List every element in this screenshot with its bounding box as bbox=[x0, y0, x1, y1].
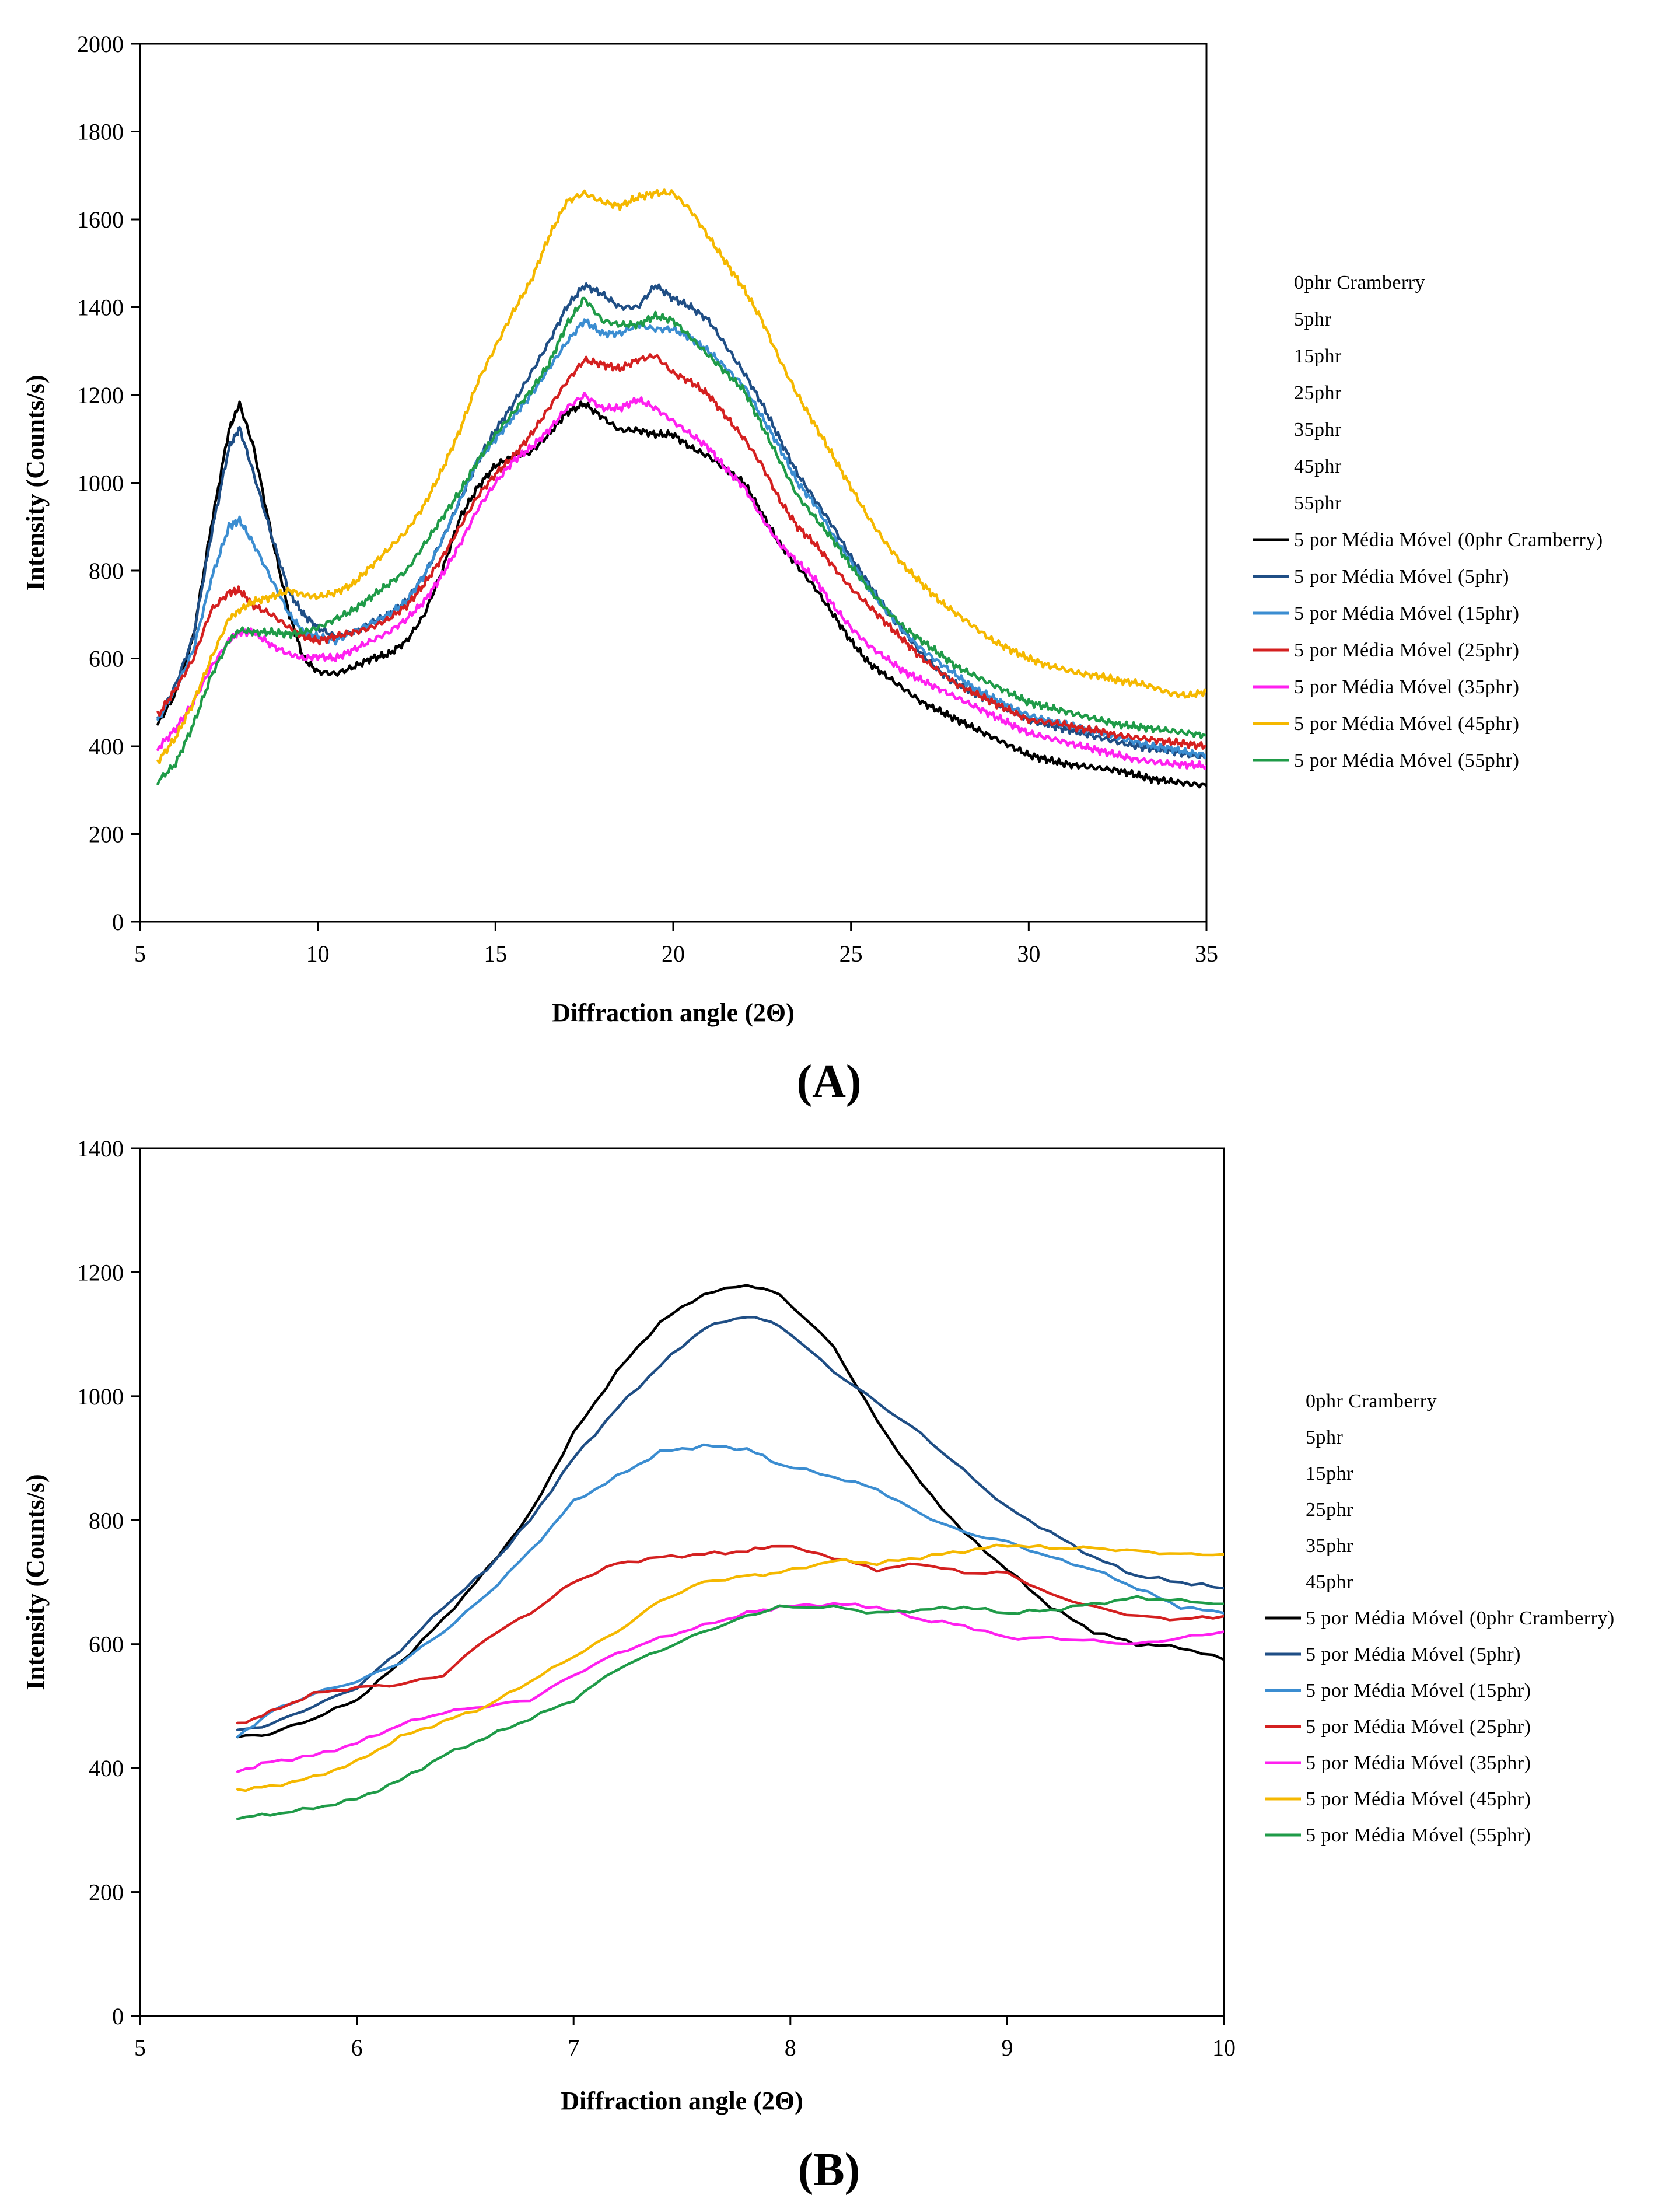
x-tick-label: 5 bbox=[134, 941, 146, 967]
legend: 0phr Cramberry 5phr 15phr 25phr 35phr 45phr 5 … bbox=[1265, 1390, 1615, 1846]
series-line-0 bbox=[156, 400, 1206, 789]
x-tick-label: 10 bbox=[1212, 2035, 1236, 2061]
y-tick-label: 1400 bbox=[77, 295, 124, 321]
series-line-3 bbox=[156, 353, 1206, 750]
x-tick-label: 10 bbox=[306, 941, 330, 967]
series-line-6 bbox=[236, 1595, 1224, 1820]
legend-series-label: 5 por Média Móvel (55phr) bbox=[1294, 750, 1519, 771]
legend-entry-label: 45phr bbox=[1294, 456, 1342, 477]
series-group bbox=[156, 188, 1206, 789]
legend-series-label: 5 por Média Móvel (15phr) bbox=[1306, 1680, 1531, 1701]
x-tick-label: 5 bbox=[134, 2035, 146, 2061]
y-tick-label: 800 bbox=[89, 1507, 124, 1533]
legend-series-label: 5 por Média Móvel (35phr) bbox=[1306, 1752, 1531, 1774]
series-line-4 bbox=[156, 392, 1206, 770]
y-tick-label: 1400 bbox=[77, 1135, 124, 1162]
series-line-1 bbox=[236, 1316, 1224, 1731]
series-line-1 bbox=[156, 282, 1206, 760]
series-group bbox=[236, 1284, 1224, 1820]
chart-a: 0 200 400 600 800 1000 1200 1400 1600 1800 2000 5 10… bbox=[21, 31, 1603, 1107]
x-tick-label: 25 bbox=[840, 941, 863, 967]
series-line-2 bbox=[236, 1443, 1224, 1738]
series-line-5 bbox=[156, 188, 1206, 764]
panel-label: (B) bbox=[798, 2144, 861, 2196]
legend-series-label: 5 por Média Móvel (0phr Cramberry) bbox=[1294, 529, 1603, 551]
legend-entry-label: 5phr bbox=[1306, 1427, 1344, 1448]
series-line-2 bbox=[156, 318, 1206, 759]
legend-entry-label: 35phr bbox=[1294, 419, 1342, 441]
legend-series-label: 5 por Média Móvel (5phr) bbox=[1306, 1644, 1521, 1665]
x-tick-label: 35 bbox=[1195, 941, 1218, 967]
legend-entry-label: 35phr bbox=[1306, 1535, 1353, 1557]
y-tick-label: 0 bbox=[112, 2003, 124, 2029]
legend-series-label: 5 por Média Móvel (5phr) bbox=[1294, 566, 1509, 588]
legend-series-label: 5 por Média Móvel (25phr) bbox=[1294, 640, 1519, 661]
y-tick-label: 200 bbox=[89, 1879, 124, 1906]
x-tick-label: 8 bbox=[785, 2035, 796, 2061]
x-tick-label: 15 bbox=[484, 941, 507, 967]
y-tick-label: 200 bbox=[89, 822, 124, 848]
legend-entry-label: 55phr bbox=[1294, 492, 1342, 514]
y-tick-label: 0 bbox=[112, 909, 124, 935]
legend-entry-label: 0phr Cramberry bbox=[1306, 1390, 1437, 1412]
y-tick-label: 1600 bbox=[77, 207, 124, 233]
legend: 0phr Cramberry 5phr 15phr 25phr 35phr 45phr 55… bbox=[1253, 272, 1603, 771]
legend-series-label: 5 por Média Móvel (15phr) bbox=[1294, 603, 1519, 624]
y-tick-label: 2000 bbox=[77, 31, 124, 57]
legend-entry-label: 0phr Cramberry bbox=[1294, 272, 1425, 293]
y-tick-label: 1200 bbox=[77, 1259, 124, 1285]
y-tick-label: 600 bbox=[89, 1631, 124, 1658]
y-tick-label: 400 bbox=[89, 1755, 124, 1781]
legend-series-label: 5 por Média Móvel (45phr) bbox=[1294, 713, 1519, 735]
y-axis-title: Intensity (Counts/s) bbox=[21, 375, 50, 590]
plot-area-frame bbox=[139, 43, 1208, 923]
legend-series-label: 5 por Média Móvel (55phr) bbox=[1306, 1825, 1531, 1846]
y-tick-label: 1000 bbox=[77, 470, 124, 497]
x-axis-title: Diffraction angle (2Θ) bbox=[552, 998, 794, 1027]
x-tick-label: 9 bbox=[1001, 2035, 1013, 2061]
x-tick-label: 6 bbox=[351, 2035, 363, 2061]
y-tick-label: 800 bbox=[89, 558, 124, 584]
y-tick-label: 1200 bbox=[77, 382, 124, 408]
y-tick-label: 1000 bbox=[77, 1383, 124, 1410]
legend-entry-label: 25phr bbox=[1306, 1499, 1353, 1521]
series-line-4 bbox=[236, 1602, 1224, 1773]
legend-series-label: 5 por Média Móvel (35phr) bbox=[1294, 676, 1519, 698]
y-axis-title: Intensity (Counts/s) bbox=[21, 1474, 50, 1690]
x-tick-label: 30 bbox=[1017, 941, 1040, 967]
x-tick-label: 20 bbox=[662, 941, 685, 967]
y-tick-label: 600 bbox=[89, 646, 124, 672]
legend-entry-label: 15phr bbox=[1306, 1463, 1353, 1484]
x-axis-title: Diffraction angle (2Θ) bbox=[561, 2087, 803, 2115]
legend-entry-label: 25phr bbox=[1294, 382, 1342, 404]
y-tick-label: 400 bbox=[89, 733, 124, 760]
series-line-6 bbox=[156, 296, 1206, 786]
panel-label: (A) bbox=[796, 1056, 861, 1107]
legend-series-label: 5 por Média Móvel (0phr Cramberry) bbox=[1306, 1608, 1615, 1629]
series-line-5 bbox=[236, 1543, 1224, 1792]
chart-b: 0 200 400 600 800 1000 1200 1400 5 6 7 8 9 10 Diffract… bbox=[21, 1135, 1615, 2196]
series-line-3 bbox=[236, 1544, 1224, 1725]
legend-entry-label: 45phr bbox=[1306, 1571, 1353, 1593]
legend-series-label: 5 por Média Móvel (25phr) bbox=[1306, 1716, 1531, 1738]
y-tick-label: 1800 bbox=[77, 119, 124, 145]
legend-series-label: 5 por Média Móvel (45phr) bbox=[1306, 1788, 1531, 1810]
x-tick-label: 7 bbox=[568, 2035, 579, 2061]
legend-entry-label: 15phr bbox=[1294, 345, 1342, 367]
legend-entry-label: 5phr bbox=[1294, 309, 1332, 330]
plot-area-frame bbox=[139, 1147, 1225, 2017]
